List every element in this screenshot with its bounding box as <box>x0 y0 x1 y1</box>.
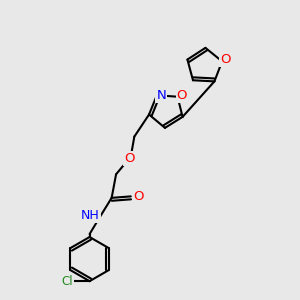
Text: O: O <box>133 190 143 203</box>
Text: O: O <box>124 152 135 165</box>
Text: Cl: Cl <box>62 275 73 288</box>
Text: O: O <box>220 53 231 66</box>
Text: O: O <box>177 89 187 102</box>
Text: NH: NH <box>81 209 100 222</box>
Text: N: N <box>156 89 166 102</box>
